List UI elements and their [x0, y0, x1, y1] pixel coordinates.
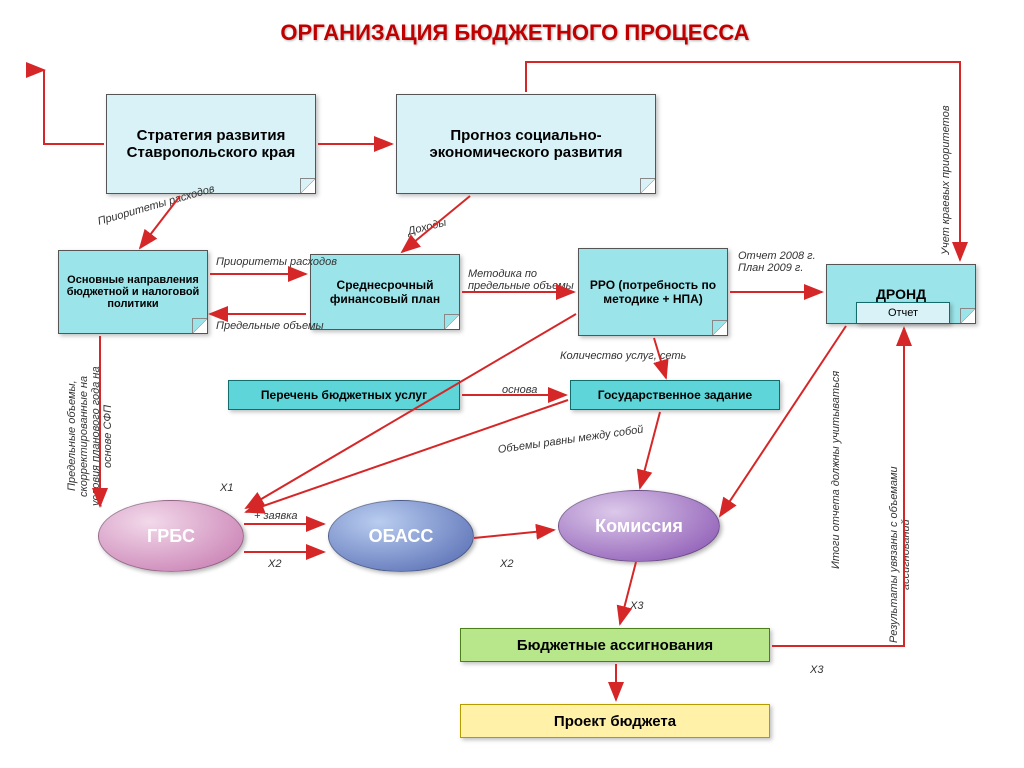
node-grbs: ГРБС [98, 500, 244, 572]
label-prio2: Приоритеты расходов [216, 256, 337, 268]
label-x1: X1 [220, 482, 233, 494]
label-x3a: X3 [630, 600, 643, 612]
label-vcol3: Результаты увязаны с объемами ассигнован… [888, 440, 912, 670]
node-directions: Основные направления бюджетной и налогов… [58, 250, 208, 334]
node-project: Проект бюджета [460, 704, 770, 738]
label-dohody: Доходы [407, 217, 448, 238]
node-rro: РРО (потребность по методике + НПА) [578, 248, 728, 336]
node-drond-report: Отчет [856, 302, 950, 324]
label-limits: Предельные объемы [216, 320, 324, 332]
node-task: Государственное задание [570, 380, 780, 410]
node-forecast: Прогноз социально-экономического развити… [396, 94, 656, 194]
label-x2b: X2 [500, 558, 513, 570]
page-title: ОРГАНИЗАЦИЯ БЮДЖЕТНОГО ПРОЦЕССА [210, 20, 820, 46]
node-services: Перечень бюджетных услуг [228, 380, 460, 410]
label-x3b: X3 [810, 664, 823, 676]
label-vcol4: Учет краевых приоритетов [940, 90, 952, 270]
label-x2a: X2 [268, 558, 281, 570]
node-commission: Комиссия [558, 490, 720, 562]
label-zayavka: + заявка [254, 510, 298, 522]
node-obass: ОБАСС [328, 500, 474, 572]
label-method: Методика по предельные объемы [468, 268, 578, 292]
label-osnova: основа [502, 384, 537, 396]
label-vcol2: Итоги отчета должны учитываться [830, 370, 842, 570]
node-assign: Бюджетные ассигнования [460, 628, 770, 662]
label-vcol1: Предельные объемы, скорректированные на … [66, 356, 114, 516]
label-volumes: Объемы равны между собой [497, 424, 644, 456]
node-strategy: Стратегия развития Ставропольского края [106, 94, 316, 194]
label-report: Отчет 2008 г. План 2009 г. [738, 250, 828, 274]
label-qty: Количество услуг, сеть [560, 350, 686, 362]
